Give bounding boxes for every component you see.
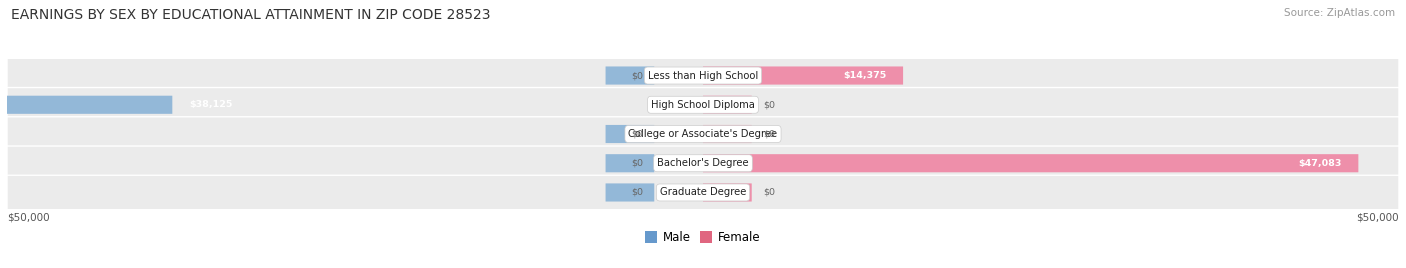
Text: $0: $0 [763,129,775,139]
Text: $50,000: $50,000 [7,212,49,222]
Text: Bachelor's Degree: Bachelor's Degree [657,158,749,168]
FancyBboxPatch shape [606,125,654,143]
Text: Graduate Degree: Graduate Degree [659,188,747,198]
FancyBboxPatch shape [7,175,1399,210]
Text: $0: $0 [763,100,775,109]
FancyBboxPatch shape [0,96,173,114]
Text: Source: ZipAtlas.com: Source: ZipAtlas.com [1284,8,1395,18]
FancyBboxPatch shape [703,125,752,143]
Text: $47,083: $47,083 [1298,159,1341,168]
Text: High School Diploma: High School Diploma [651,100,755,110]
Text: $38,125: $38,125 [188,100,232,109]
Text: $0: $0 [631,71,643,80]
FancyBboxPatch shape [703,96,752,114]
FancyBboxPatch shape [7,117,1399,151]
FancyBboxPatch shape [606,66,654,85]
Text: $14,375: $14,375 [844,71,886,80]
Legend: Male, Female: Male, Female [645,231,761,244]
FancyBboxPatch shape [606,183,654,202]
Text: $50,000: $50,000 [1357,212,1399,222]
FancyBboxPatch shape [703,183,752,202]
Text: $0: $0 [763,188,775,197]
Text: Less than High School: Less than High School [648,70,758,80]
Text: $0: $0 [631,188,643,197]
Text: College or Associate's Degree: College or Associate's Degree [628,129,778,139]
FancyBboxPatch shape [7,58,1399,93]
FancyBboxPatch shape [7,88,1399,122]
FancyBboxPatch shape [606,154,654,172]
FancyBboxPatch shape [703,66,903,85]
FancyBboxPatch shape [7,146,1399,180]
Text: $0: $0 [631,159,643,168]
Text: $0: $0 [631,129,643,139]
Text: EARNINGS BY SEX BY EDUCATIONAL ATTAINMENT IN ZIP CODE 28523: EARNINGS BY SEX BY EDUCATIONAL ATTAINMEN… [11,8,491,22]
FancyBboxPatch shape [703,154,1358,172]
